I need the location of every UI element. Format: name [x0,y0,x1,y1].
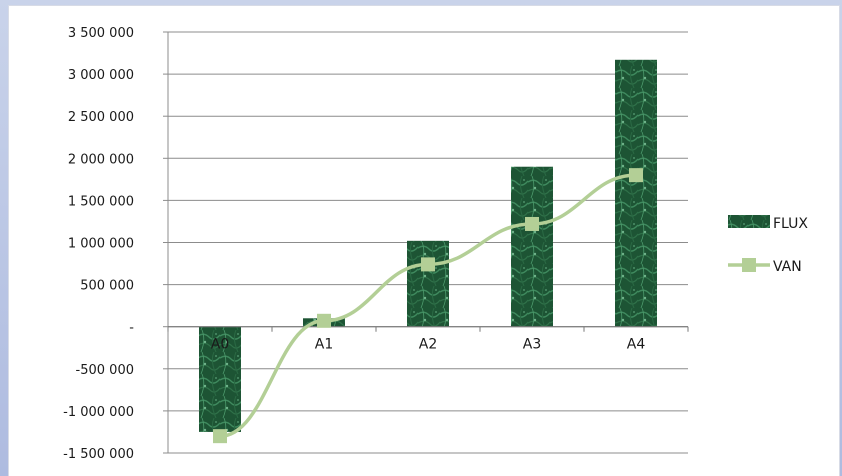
bar-flux [511,167,553,327]
x-category-label: A0 [211,337,229,353]
y-tick-label: 1 500 000 [68,194,134,209]
y-tick-label: -1 500 000 [63,447,134,462]
y-tick-label: 500 000 [80,279,134,294]
y-tick-label: 1 000 000 [68,237,134,252]
marker-van [421,257,435,271]
legend-swatch-flux [728,215,770,228]
bar-flux [615,60,657,327]
y-tick-label: 3 500 000 [68,26,134,41]
x-category-label: A2 [419,337,437,353]
legend-marker-van [742,258,756,272]
y-tick-label: - [129,321,134,336]
legend-label-van: VAN [773,259,802,275]
x-category-label: A4 [627,337,646,353]
marker-van [629,168,643,182]
legend-label-flux: FLUX [773,216,808,232]
marker-van [213,429,227,443]
y-tick-label: -1 000 000 [63,405,134,420]
y-tick-label: 3 000 000 [68,68,134,83]
marker-van [525,217,539,231]
bar-flux [407,241,449,327]
y-tick-label: 2 000 000 [68,152,134,167]
y-tick-label: 2 500 000 [68,110,134,125]
marker-van [317,314,331,328]
y-tick-label: -500 000 [76,363,134,378]
x-category-label: A1 [315,337,333,353]
x-category-label: A3 [523,337,541,353]
